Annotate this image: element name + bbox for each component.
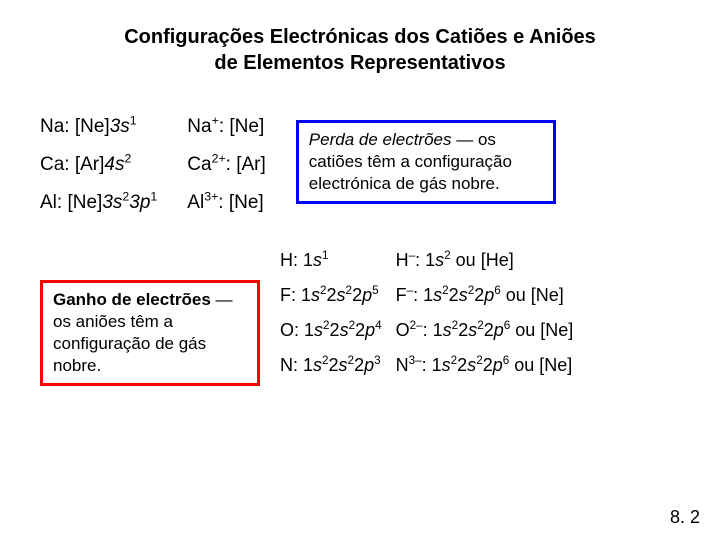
al-ion-config: Al3+: [Ne]: [187, 192, 266, 214]
electron-gain-note: Ganho de electrões — os aniões têm a con…: [40, 280, 260, 386]
n-atom-config: N: 1s22s22p3: [280, 355, 382, 376]
page-title: Configurações Electrónicas dos Catiões e…: [40, 24, 680, 76]
o-atom-config: O: 1s22s22p4: [280, 320, 382, 341]
cations-section: Na: [Ne]3s1 Na+: [Ne] Ca: [Ar]4s2 Ca2+: …: [40, 116, 680, 214]
o-ion-config: O2–: 1s22s22p6 ou [Ne]: [396, 320, 574, 341]
title-line-2: de Elementos Representativos: [214, 52, 505, 74]
title-line-1: Configurações Electrónicas dos Catiões e…: [124, 26, 596, 48]
h-ion-config: H–: 1s2 ou [He]: [396, 250, 574, 271]
na-atom-config: Na: [Ne]3s1: [40, 116, 157, 138]
ca-atom-config: Ca: [Ar]4s2: [40, 154, 157, 176]
anions-table: H: 1s1 H–: 1s2 ou [He] F: 1s22s22p5 F–: …: [280, 250, 573, 376]
f-ion-config: F–: 1s22s22p6 ou [Ne]: [396, 285, 574, 306]
na-ion-config: Na+: [Ne]: [187, 116, 266, 138]
f-atom-config: F: 1s22s22p5: [280, 285, 382, 306]
page-number: 8. 2: [670, 507, 700, 528]
anions-section: Ganho de electrões — os aniões têm a con…: [40, 250, 680, 386]
n-ion-config: N3–: 1s22s22p6 ou [Ne]: [396, 355, 574, 376]
al-atom-config: Al: [Ne]3s23p1: [40, 192, 157, 214]
ca-ion-config: Ca2+: [Ar]: [187, 154, 266, 176]
cations-table: Na: [Ne]3s1 Na+: [Ne] Ca: [Ar]4s2 Ca2+: …: [40, 116, 266, 214]
electron-loss-note: Perda de electrões — os catiões têm a co…: [296, 120, 556, 204]
h-atom-config: H: 1s1: [280, 250, 382, 271]
